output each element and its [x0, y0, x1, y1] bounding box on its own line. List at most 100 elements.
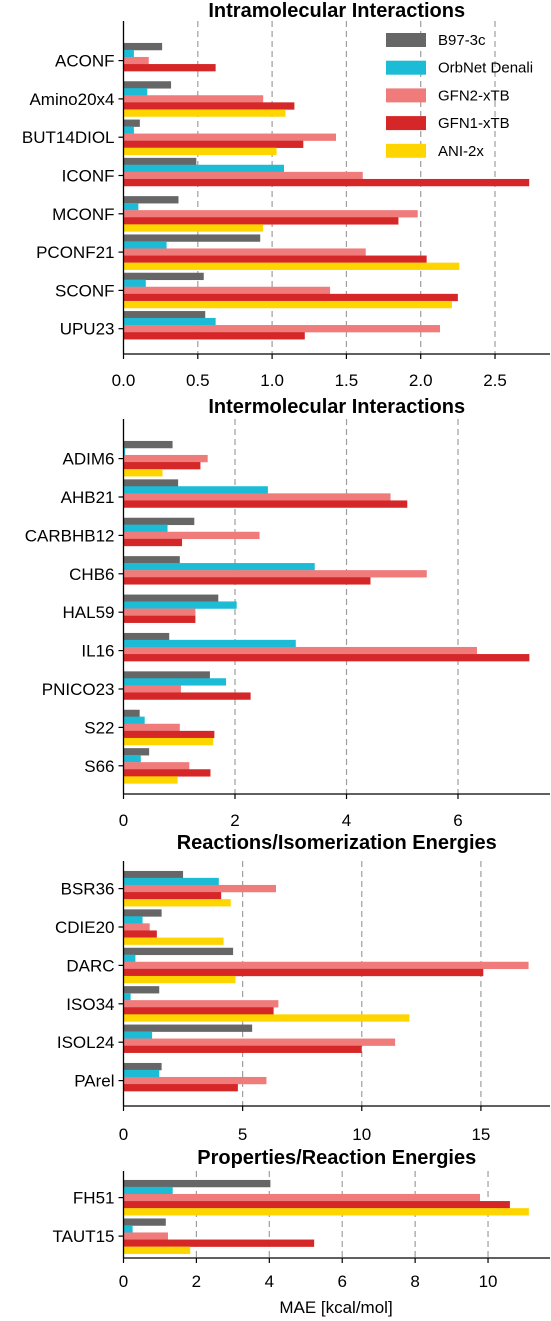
bar-b97-3c-chb6 — [123, 556, 180, 564]
bar-gfn2-xtb-pconf21 — [123, 248, 366, 256]
x-tick-label: 1.5 — [335, 371, 359, 390]
x-tick-label: 8 — [410, 1272, 419, 1291]
bar-b97-3c-but14diol — [123, 119, 140, 127]
bar-b97-3c-ahb21 — [123, 479, 179, 487]
bar-gfn1-xtb-carbhb12 — [123, 538, 183, 547]
bar-ani-2x-iso34 — [123, 1014, 410, 1022]
bar-gfn2-xtb-iconf — [123, 171, 363, 180]
category-label: PArel — [74, 1072, 114, 1091]
x-tick-label: 5 — [238, 1125, 247, 1144]
bar-gfn2-xtb-pnico23 — [123, 685, 181, 693]
bar-gfn1-xtb-adim6 — [123, 462, 201, 470]
bar-b97-3c-s66 — [123, 748, 150, 756]
x-tick-label: 1.0 — [260, 371, 284, 390]
bar-gfn1-xtb-chb6 — [123, 577, 371, 585]
bar-orbnet-denali-fh51 — [123, 1186, 173, 1195]
bar-ani-2x-taut15 — [123, 1246, 191, 1254]
x-tick-label: 2 — [192, 1272, 201, 1291]
category-label: ISOL24 — [57, 1033, 115, 1052]
panel-title: Intramolecular Interactions — [208, 0, 465, 22]
category-label: CARBHB12 — [25, 526, 115, 545]
bar-gfn1-xtb-isol24 — [123, 1045, 362, 1053]
legend-swatch — [386, 116, 426, 131]
chart-panel-4: Properties/Reaction Energies FH51 TAUT15 0 2… — [52, 1147, 550, 1291]
bar-gfn2-xtb-amino20x4 — [123, 95, 264, 103]
bar-gfn1-xtb-cdie20 — [123, 930, 157, 938]
bar-gfn2-xtb-aconf — [123, 56, 149, 65]
bar-gfn2-xtb-isol24 — [123, 1038, 396, 1046]
legend-label: ANI-2x — [438, 143, 484, 160]
category-label: CHB6 — [69, 565, 114, 584]
bar-orbnet-denali-sconf — [123, 279, 146, 287]
category-label: MCONF — [52, 205, 114, 224]
bar-gfn1-xtb-but14diol — [123, 140, 304, 148]
category-label: ACONF — [55, 52, 115, 71]
bar-gfn1-xtb-upu23 — [123, 332, 305, 340]
bar-gfn2-xtb-bsr36 — [123, 884, 276, 893]
category-label: PCONF21 — [36, 243, 114, 262]
category-label: BUT14DIOL — [22, 128, 115, 147]
bar-b97-3c-taut15 — [123, 1218, 166, 1226]
bar-orbnet-denali-pconf21 — [123, 241, 167, 249]
bar-b97-3c-fh51 — [123, 1179, 271, 1188]
bar-ani-2x-mconf — [123, 224, 264, 232]
bar-ani-2x-fh51 — [123, 1208, 529, 1216]
bar-b97-3c-isol24 — [123, 1024, 253, 1032]
category-label: IL16 — [81, 642, 114, 661]
bar-ani-2x-pconf21 — [123, 262, 460, 270]
x-tick-label: 10 — [352, 1125, 371, 1144]
category-label: S66 — [84, 757, 114, 776]
x-tick-label: 0 — [119, 1125, 128, 1144]
bar-gfn2-xtb-carbhb12 — [123, 531, 260, 540]
bar-gfn1-xtb-fh51 — [123, 1201, 510, 1209]
bar-orbnet-denali-mconf — [123, 203, 139, 211]
bar-orbnet-denali-upu23 — [123, 317, 216, 326]
category-label: ISO34 — [66, 995, 114, 1014]
panel-title: Reactions/Isomerization Energies — [177, 832, 497, 854]
bar-orbnet-denali-cdie20 — [123, 916, 143, 924]
bar-gfn1-xtb-iconf — [123, 178, 530, 187]
x-tick-label: 2.0 — [409, 371, 433, 390]
bar-orbnet-denali-parel — [123, 1069, 160, 1078]
bar-b97-3c-darc — [123, 947, 234, 956]
legend-label: GFN1-xTB — [438, 115, 510, 132]
bar-ani-2x-but14diol — [123, 147, 277, 156]
bar-b97-3c-cdie20 — [123, 909, 162, 917]
x-tick-label: 0 — [119, 1272, 128, 1291]
bar-ani-2x-bsr36 — [123, 899, 231, 907]
bar-gfn2-xtb-ahb21 — [123, 493, 391, 501]
bar-b97-3c-parel — [123, 1062, 162, 1071]
bar-orbnet-denali-amino20x4 — [123, 88, 148, 96]
bar-gfn2-xtb-chb6 — [123, 570, 427, 578]
legend-label: B97-3c — [438, 32, 486, 49]
bar-gfn2-xtb-iso34 — [123, 1000, 279, 1008]
bar-orbnet-denali-iso34 — [123, 993, 131, 1001]
bar-b97-3c-pconf21 — [123, 234, 261, 242]
bar-orbnet-denali-but14diol — [123, 126, 134, 134]
bar-gfn2-xtb-hal59 — [123, 608, 196, 616]
x-tick-label: 0.0 — [112, 371, 136, 390]
bar-ani-2x-adim6 — [123, 469, 163, 477]
panel-title: Properties/Reaction Energies — [197, 1147, 476, 1169]
bar-gfn1-xtb-hal59 — [123, 615, 196, 623]
bar-b97-3c-sconf — [123, 272, 204, 281]
bar-orbnet-denali-s66 — [123, 755, 141, 763]
bar-b97-3c-hal59 — [123, 594, 219, 602]
bar-b97-3c-aconf — [123, 42, 163, 51]
legend-swatch — [386, 88, 426, 103]
bar-b97-3c-s22 — [123, 709, 140, 718]
bar-gfn1-xtb-taut15 — [123, 1239, 315, 1247]
bar-orbnet-denali-taut15 — [123, 1225, 133, 1233]
bar-gfn2-xtb-upu23 — [123, 325, 441, 333]
category-label: AHB21 — [61, 488, 115, 507]
category-label: FH51 — [73, 1189, 115, 1208]
category-label: ADIM6 — [63, 450, 115, 469]
bar-gfn2-xtb-adim6 — [123, 454, 208, 463]
bar-orbnet-denali-isol24 — [123, 1031, 153, 1039]
bar-gfn1-xtb-mconf — [123, 217, 399, 225]
bar-orbnet-denali-il16 — [123, 639, 296, 648]
x-axis-label: MAE [kcal/mol] — [279, 1298, 392, 1317]
bar-gfn1-xtb-parel — [123, 1084, 238, 1092]
x-tick-label: 15 — [471, 1125, 490, 1144]
